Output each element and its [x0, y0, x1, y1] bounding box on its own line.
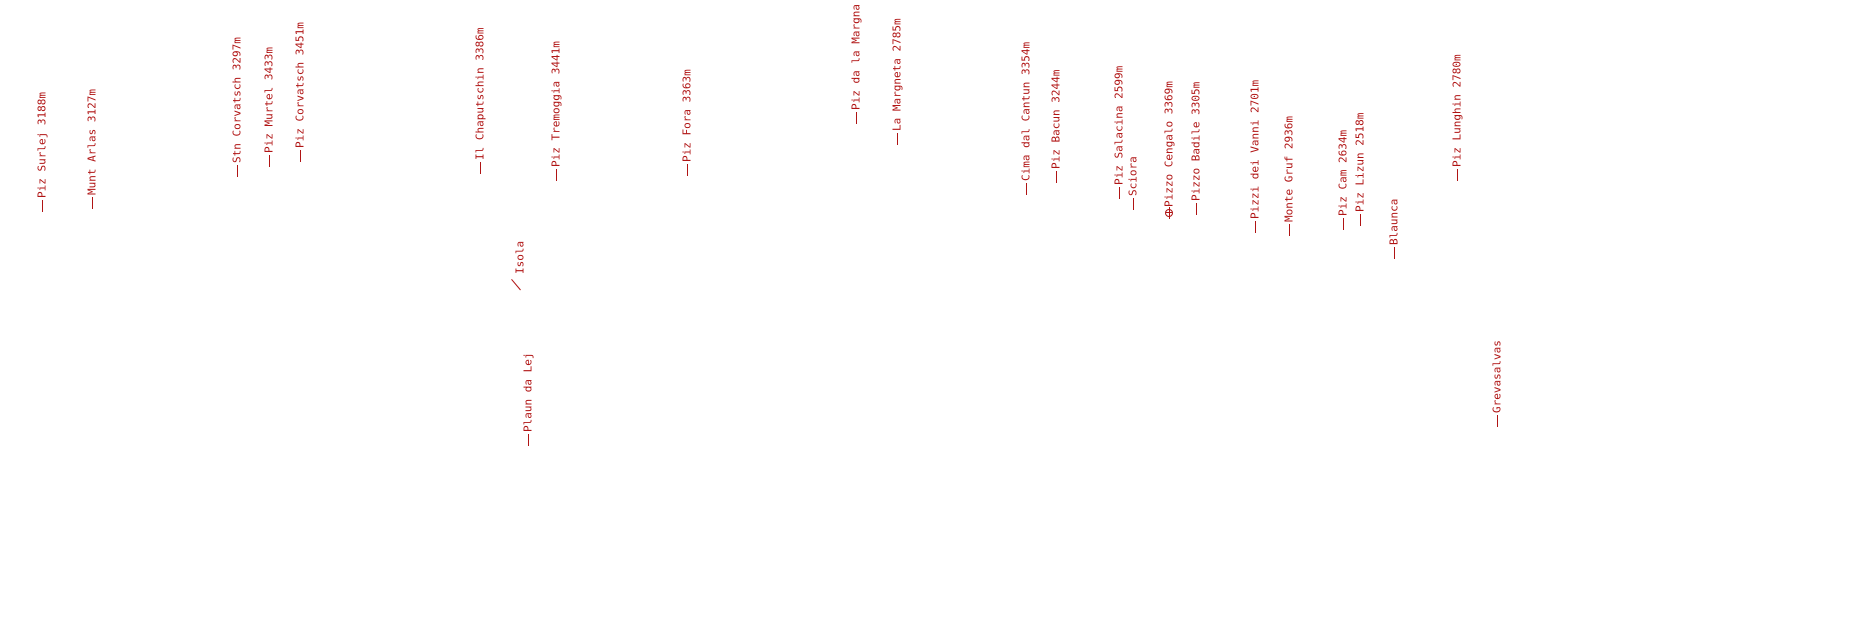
peak-name: Piz Surlej 3188m — [35, 92, 49, 198]
peak-name: La Margneta 2785m — [890, 18, 904, 131]
leader-line — [1118, 187, 1120, 199]
peak-label: Piz Bacun 3244m — [1049, 69, 1063, 183]
peak-label: Pizzo Cengalo 3369m — [1162, 81, 1176, 217]
place-name: Plaun da Lej — [521, 352, 535, 432]
peak-name: Sciora — [1126, 156, 1140, 196]
peak-label: Piz Lunghin 2780m — [1450, 54, 1464, 181]
peak-name: Monte Gruf 2936m — [1282, 116, 1296, 222]
leader-line — [896, 133, 898, 145]
peak-label: Monte Gruf 2936m — [1282, 116, 1296, 236]
peak-name: Piz Corvatsch 3451m — [293, 22, 307, 148]
place-name: Grevasalvas — [1490, 340, 1504, 413]
leader-line — [855, 112, 857, 124]
peak-label: Pizzo Badile 3305m — [1189, 81, 1203, 215]
peak-name: Piz Murtel 3433m — [262, 47, 276, 153]
leader-line — [1288, 224, 1290, 236]
leader-line — [1496, 415, 1498, 427]
peak-name: Stn Corvatsch 3297m — [230, 37, 244, 163]
peak-label: Piz Surlej 3188m — [35, 92, 49, 212]
leader-line — [41, 200, 43, 212]
peak-name: Piz Cam 2634m — [1336, 129, 1350, 216]
peak-label: Piz Tremoggia 3441m — [549, 41, 563, 181]
leader-line — [1359, 214, 1361, 226]
peak-name: Piz Fora 3363m — [680, 69, 694, 162]
leader-line — [1195, 203, 1197, 215]
leader-line — [1393, 247, 1395, 259]
leader-line — [479, 162, 481, 174]
peak-label: Piz Salacina 2599m — [1112, 65, 1126, 199]
leader-line — [1254, 221, 1256, 233]
peak-name: Piz Lizun 2518m — [1353, 112, 1367, 212]
peak-name: Il Chaputschin 3386m — [473, 27, 487, 160]
leader-line — [299, 150, 301, 162]
peak-name: Piz Salacina 2599m — [1112, 65, 1126, 185]
peak-name: Piz Tremoggia 3441m — [549, 41, 563, 167]
peak-label: Stn Corvatsch 3297m — [230, 37, 244, 177]
peak-label: Grevasalvas — [1490, 340, 1504, 427]
peak-label: Piz Fora 3363m — [680, 69, 694, 176]
peak-name: Pizzo Cengalo 3369m — [1162, 81, 1176, 207]
peak-label: Pizzi dei Vanni 2701m — [1248, 79, 1262, 233]
leader-line — [91, 197, 93, 209]
leader-line — [555, 169, 557, 181]
place-name: Isola — [513, 240, 527, 274]
peak-label: Piz Corvatsch 3451m — [293, 22, 307, 162]
leader-line — [1025, 183, 1027, 195]
peak-label: Piz Cam 2634m — [1336, 129, 1350, 230]
peak-label: Cima dal Cantun 3354m — [1019, 41, 1033, 195]
peak-name: Pizzo Badile 3305m — [1189, 81, 1203, 201]
leader-line — [510, 278, 521, 291]
leader-line — [268, 155, 270, 167]
peak-label: Blaunca — [1387, 198, 1401, 259]
peak-label: Munt Arlas 3127m — [85, 89, 99, 209]
peak-label: Isola — [510, 240, 527, 291]
peak-label: Piz Lizun 2518m — [1353, 112, 1367, 226]
leader-line — [686, 164, 688, 176]
peak-name: Blaunca — [1387, 198, 1401, 245]
peak-label: Il Chaputschin 3386m — [473, 27, 487, 174]
peak-name: Piz Bacun 3244m — [1049, 69, 1063, 169]
target-marker-icon — [1165, 209, 1173, 217]
peak-label: Piz Murtel 3433m — [262, 47, 276, 167]
leader-line — [527, 434, 529, 446]
peak-name: Pizzi dei Vanni 2701m — [1248, 79, 1262, 219]
peak-label: La Margneta 2785m — [890, 18, 904, 145]
leader-line — [1132, 198, 1134, 210]
leader-line — [1055, 171, 1057, 183]
leader-line — [1342, 218, 1344, 230]
peak-label: Sciora — [1126, 156, 1140, 210]
leader-line — [1456, 169, 1458, 181]
peak-name: Piz Lunghin 2780m — [1450, 54, 1464, 167]
peak-label: Plaun da Lej — [521, 352, 535, 446]
peak-name: Munt Arlas 3127m — [85, 89, 99, 195]
peak-name: Piz da la Margna 3158m — [849, 0, 863, 110]
peak-name: Cima dal Cantun 3354m — [1019, 41, 1033, 181]
leader-line — [236, 165, 238, 177]
peak-label: Piz da la Margna 3158m — [849, 0, 863, 124]
